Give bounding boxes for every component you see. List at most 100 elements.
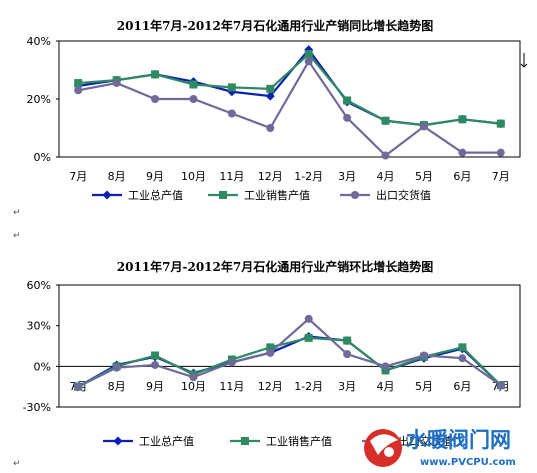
chart-yoy-x-tick-label: 11月 bbox=[219, 170, 244, 183]
chart-mom-point-export-delivery bbox=[419, 351, 428, 360]
chart-mom-point-export-delivery bbox=[381, 362, 390, 371]
legend-label-export-delivery: 出口交货值 bbox=[376, 188, 431, 202]
paragraph-mark-icon: ↵ bbox=[13, 459, 21, 469]
chart-yoy: 2011年7月-2012年7月石化通用行业产销同比增长趋势图 0%20%40% … bbox=[27, 18, 528, 202]
chart-yoy-y-tick-label: 20% bbox=[27, 93, 51, 106]
paragraph-mark-icon: ↵ bbox=[13, 231, 21, 241]
chart-mom-x-tick-label: 12月 bbox=[258, 380, 283, 393]
watermark-url: www.PVCPU.com bbox=[420, 457, 516, 468]
chart-mom-point-export-delivery bbox=[458, 354, 467, 363]
chart-yoy-point-export-delivery bbox=[189, 95, 198, 103]
chart-mom-series-line-export-delivery bbox=[77, 317, 502, 388]
chart-mom-y-tick-label: 0% bbox=[34, 360, 51, 373]
chart-mom-x-tick-label: 4月 bbox=[377, 380, 395, 393]
chart-yoy-point-sales-output bbox=[189, 80, 198, 89]
chart-yoy-point-sales-output bbox=[266, 84, 275, 93]
chart-yoy-point-sales-output bbox=[304, 50, 313, 59]
chart-yoy-point-export-delivery bbox=[343, 113, 352, 122]
chart-yoy-x-tick-label: 10月 bbox=[181, 170, 206, 183]
chart-yoy-y-tick-label: 0% bbox=[34, 151, 51, 164]
chart-mom-point-export-delivery bbox=[227, 358, 236, 367]
chart-mom-point-sales-output bbox=[304, 333, 313, 342]
chart-mom-y-tick-label: 60% bbox=[27, 279, 51, 292]
chart-mom-y-tick-label: 30% bbox=[27, 320, 51, 333]
chart-mom-x-tick-label: 1-2月 bbox=[294, 380, 323, 393]
legend-marker-sales-output bbox=[219, 191, 227, 199]
chart-yoy-point-sales-output bbox=[151, 70, 160, 79]
chart-yoy-series-line-sales-output bbox=[78, 52, 501, 127]
chart-yoy-x-tick-label: 6月 bbox=[453, 170, 471, 183]
chart-mom-x-tick-label: 8月 bbox=[108, 380, 126, 393]
chart-mom-series-line-industrial-output bbox=[77, 335, 502, 388]
chart-mom-legend: 工业总产值 工业销售产值 出口交货值 bbox=[103, 434, 453, 448]
chart-mom-point-export-delivery bbox=[496, 381, 505, 390]
chart-mom-point-export-delivery bbox=[343, 350, 352, 359]
chart-yoy-point-export-delivery bbox=[419, 122, 428, 131]
chart-mom-x-tick-label: 5月 bbox=[415, 380, 433, 393]
legend-marker-sales-output bbox=[241, 437, 249, 445]
chart-yoy-x-tick-label: 5月 bbox=[415, 170, 433, 183]
chart-yoy-point-sales-output bbox=[458, 115, 467, 124]
chart-yoy-x-tick-label: 7月 bbox=[492, 170, 510, 183]
chart-mom-point-export-delivery bbox=[304, 314, 313, 323]
legend-label-sales-output: 工业销售产值 bbox=[244, 188, 310, 202]
text-cursor-icon bbox=[520, 53, 528, 68]
chart-yoy-point-export-delivery bbox=[74, 86, 83, 95]
chart-yoy-x-tick-label: 7月 bbox=[69, 170, 87, 183]
chart-mom-point-export-delivery bbox=[189, 373, 198, 382]
legend-marker-industrial-output bbox=[113, 436, 123, 446]
chart-yoy-point-export-delivery bbox=[151, 95, 160, 103]
chart-yoy-x-tick-label: 9月 bbox=[146, 170, 164, 183]
chart-mom-title: 2011年7月-2012年7月石化通用行业产销环比增长趋势图 bbox=[117, 259, 433, 274]
chart-yoy-point-sales-output bbox=[74, 79, 83, 88]
chart-yoy-point-sales-output bbox=[381, 116, 390, 125]
chart-yoy-y-tick-label: 40% bbox=[27, 35, 51, 48]
chart-mom-point-sales-output bbox=[343, 336, 352, 345]
chart-yoy-point-export-delivery bbox=[496, 148, 505, 157]
chart-yoy-point-sales-output bbox=[227, 83, 236, 92]
watermark-logo: 水暖阀门网 www.PVCPU.com bbox=[364, 428, 516, 468]
chart-yoy-x-tick-label: 3月 bbox=[338, 170, 356, 183]
chart-mom-x-tick-label: 10月 bbox=[181, 380, 206, 393]
paragraph-mark-icon: ↵ bbox=[13, 208, 21, 218]
chart-yoy-title: 2011年7月-2012年7月石化通用行业产销同比增长趋势图 bbox=[117, 18, 433, 33]
legend-label-industrial-output: 工业总产值 bbox=[139, 434, 194, 448]
chart-mom-x-tick-label: 11月 bbox=[219, 380, 244, 393]
legend-label-industrial-output: 工业总产值 bbox=[128, 188, 183, 202]
legend-marker-export-delivery bbox=[351, 191, 359, 199]
chart-yoy-x-tick-label: 8月 bbox=[108, 170, 126, 183]
chart-mom-point-sales-output bbox=[266, 343, 275, 352]
chart-mom-x-tick-label: 9月 bbox=[146, 380, 164, 393]
chart-yoy-point-export-delivery bbox=[304, 57, 313, 66]
chart-yoy-plot-border bbox=[58, 40, 521, 158]
chart-mom-point-export-delivery bbox=[151, 360, 160, 369]
chart-mom-point-sales-output bbox=[458, 343, 467, 352]
chart-yoy-x-tick-label: 4月 bbox=[377, 170, 395, 183]
chart-yoy-series-line-export-delivery bbox=[78, 59, 501, 157]
chart-mom-point-sales-output bbox=[151, 351, 160, 360]
chart-yoy-point-export-delivery bbox=[227, 109, 236, 118]
chart-yoy-point-export-delivery bbox=[112, 79, 121, 88]
chart-yoy-point-sales-output bbox=[496, 119, 505, 128]
legend-marker-industrial-output bbox=[102, 190, 112, 200]
chart-yoy-point-sales-output bbox=[343, 96, 352, 105]
chart-yoy-x-tick-label: 12月 bbox=[258, 170, 283, 183]
chart-yoy-series-line-industrial-output bbox=[78, 47, 501, 127]
chart-yoy-x-tick-label: 1-2月 bbox=[294, 170, 323, 183]
chart-yoy-legend: 工业总产值 工业销售产值 出口交货值 bbox=[92, 188, 431, 202]
chart-yoy-point-industrial-output bbox=[265, 91, 275, 101]
chart-mom-plot-border bbox=[58, 284, 521, 408]
chart-mom-point-sales-output bbox=[381, 366, 390, 375]
chart-mom-x-tick-label: 3月 bbox=[338, 380, 356, 393]
chart-mom-point-export-delivery bbox=[112, 363, 121, 372]
legend-label-sales-output: 工业销售产值 bbox=[266, 434, 332, 448]
chart-mom-point-export-delivery bbox=[266, 348, 275, 357]
chart-yoy-point-export-delivery bbox=[266, 124, 275, 132]
chart-mom: 2011年7月-2012年7月石化通用行业产销环比增长趋势图 -30% 0% 30%… bbox=[23, 259, 521, 448]
legend-label-export-delivery: 出口交货值 bbox=[398, 434, 453, 448]
chart-mom-point-export-delivery bbox=[74, 382, 83, 391]
chart-yoy-point-export-delivery bbox=[458, 148, 467, 157]
chart-mom-x-tick-label: 6月 bbox=[453, 380, 471, 393]
chart-mom-y-tick-label: -30% bbox=[23, 401, 51, 414]
